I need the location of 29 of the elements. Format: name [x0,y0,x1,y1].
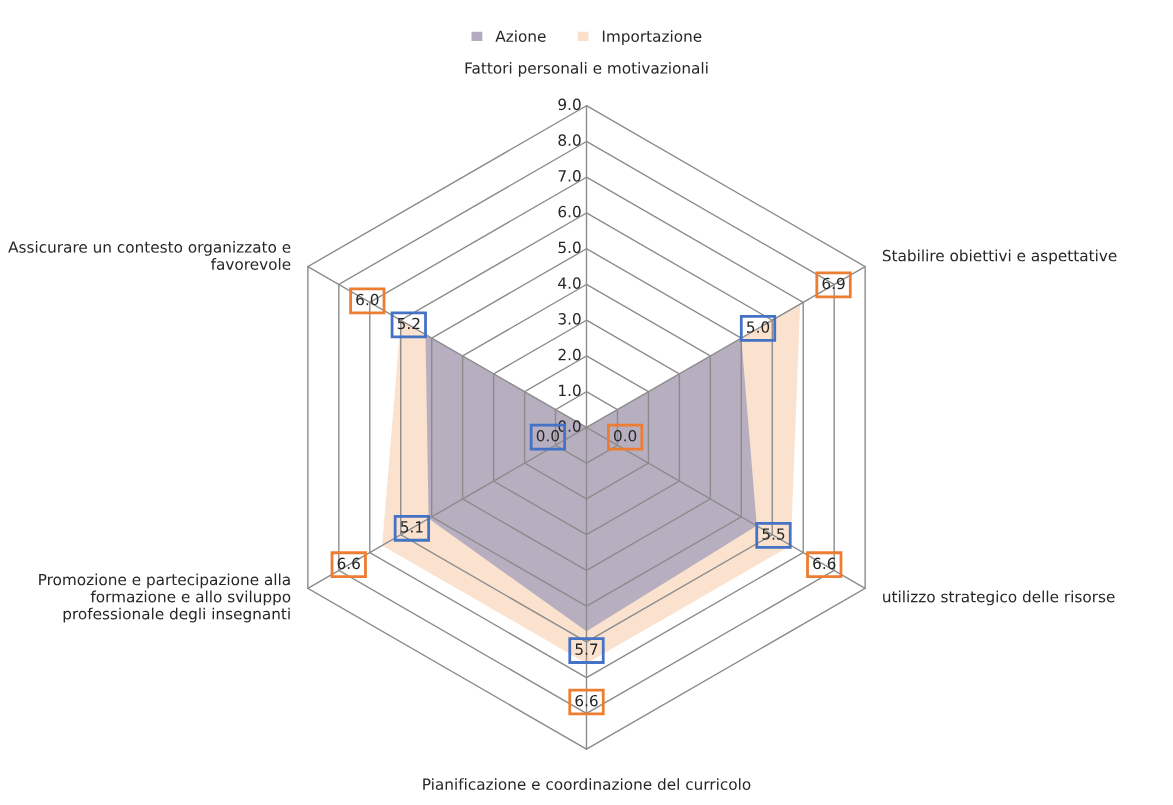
y-tick-label: 9.0 [558,98,581,111]
spoke-label: utilizzo strategico delle risorse [883,590,1115,606]
data-label: 5.0 [747,321,770,333]
spoke-label: Stabilire obiettivi e aspettative [882,249,1117,265]
y-tick-label: 6.0 [558,205,581,218]
data-label: 5.2 [397,317,420,330]
legend-label: Azione [495,30,546,42]
y-tick-label: 3.0 [558,313,581,325]
spoke-label: Promozione e partecipazione alla formazione e allo sviluppo professionale degli insegnanti [39,573,291,623]
spoke-label: Assicurare un contesto organizzato e favorevole [8,240,291,270]
spoke-label: Fattori personali e motivazionali [465,61,708,77]
data-label: 5.7 [575,643,598,655]
y-tick-label: 5.0 [558,241,581,254]
y-tick-label: 8.0 [558,134,581,146]
data-label: 6.9 [822,277,845,290]
y-tick-label: 7.0 [558,170,581,182]
y-tick-label: 4.0 [558,277,581,289]
data-label: 6.6 [575,694,598,707]
data-label: 6.6 [813,557,836,570]
data-label: 6.0 [356,293,379,306]
y-tick-label: 2.0 [558,348,581,361]
data-label: 0.0 [613,429,637,442]
data-label: 6.6 [337,557,360,570]
data-label: 0.0 [536,429,560,442]
data-label: 5.5 [762,528,785,540]
spoke-label: Pianificazione e coordinazione del curricolo [423,778,751,790]
legend-label: Importazione [602,30,702,45]
y-tick-label: 1.0 [559,384,581,397]
data-label: 5.1 [400,521,423,533]
